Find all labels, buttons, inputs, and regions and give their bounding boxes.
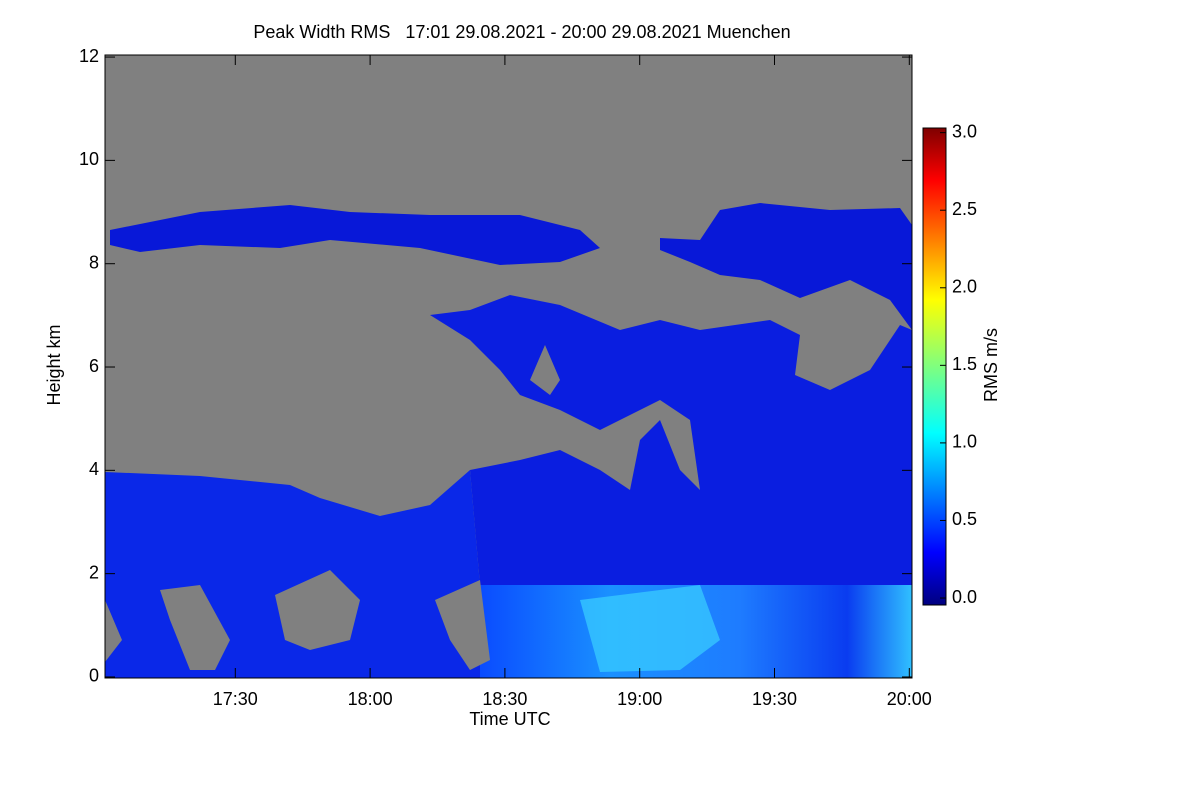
y-tick-label: 0 [89,666,99,686]
y-tick-label: 10 [79,149,99,169]
x-axis-label: Time UTC [469,709,550,729]
no-data-gap [160,585,230,670]
colorbar [922,127,947,606]
x-tick-label: 18:30 [482,689,527,709]
y-tick-label: 12 [79,46,99,66]
upper-cloud [110,205,600,265]
y-axis-label: Height km [44,324,64,405]
colorbar-tick-label: 0.5 [952,509,977,529]
no-data-gap [105,600,122,662]
y-tick-label: 6 [89,356,99,376]
x-tick-label: 17:30 [213,689,258,709]
y-tick-label: 8 [89,252,99,272]
x-tick-label: 19:30 [752,689,797,709]
no-data-gap [435,580,490,670]
plot-frame [104,54,913,679]
upper-cloud [660,203,912,330]
colorbar-label: RMS m/s [981,328,1001,402]
heatmap-field [105,55,912,678]
x-tick-label: 19:00 [617,689,662,709]
boundary-layer [580,585,720,672]
chart-title: Peak Width RMS 17:01 29.08.2021 - 20:00 … [253,22,790,42]
y-tick-label: 2 [89,562,99,582]
y-tick-label: 4 [89,459,99,479]
x-tick-label: 20:00 [887,689,932,709]
x-tick-label: 18:00 [348,689,393,709]
cloud-gap [530,345,560,395]
colorbar-tick-label: 2.0 [952,277,977,297]
colorbar-tick-label: 0.0 [952,587,977,607]
no-data-gap [275,570,360,650]
colorbar-tick-label: 1.5 [952,354,977,374]
colorbar-tick-label: 3.0 [952,121,977,141]
colorbar-tick-label: 2.5 [952,199,977,219]
colorbar-tick-label: 1.0 [952,432,977,452]
